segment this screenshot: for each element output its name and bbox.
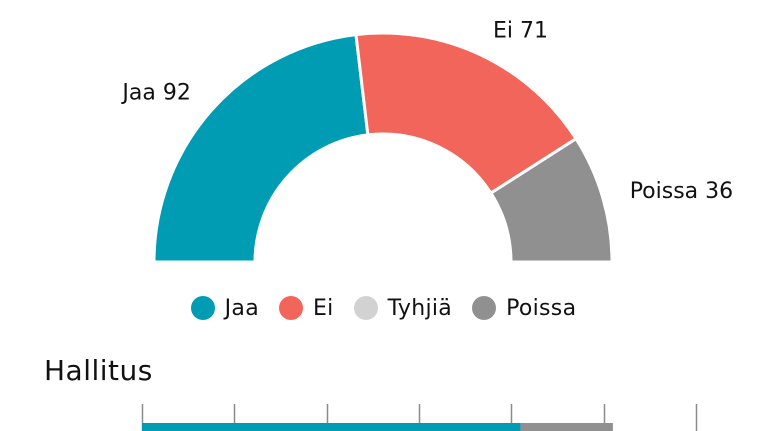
- legend-label: Poissa: [506, 295, 577, 321]
- bar-segment-jaa: [142, 423, 521, 431]
- legend-item-jaa: Jaa: [190, 295, 259, 321]
- hallitus-title: Hallitus: [44, 354, 153, 387]
- legend-item-poissa: Poissa: [472, 296, 576, 321]
- hallitus-bar-chart: [141, 404, 698, 431]
- legend-item-tyhjia: Tyhjiä: [353, 295, 453, 321]
- slice-ei: [354, 31, 579, 196]
- legend-swatch: [190, 296, 215, 320]
- chart-legend: Jaa Ei Tyhjiä Poissa: [0, 290, 767, 326]
- slice-label-poissa: Poissa 36: [630, 179, 733, 204]
- slice-label-ei: Ei 71: [493, 19, 548, 44]
- legend-swatch: [278, 296, 303, 320]
- legend-label: Ei: [312, 295, 334, 321]
- legend-label: Tyhjiä: [387, 295, 453, 321]
- slice-jaa: [152, 32, 370, 264]
- legend-item-ei: Ei: [278, 295, 334, 321]
- legend-swatch: [353, 296, 378, 320]
- bar-segment-poissa: [520, 423, 613, 431]
- slice-label-jaa: Jaa 92: [120, 80, 190, 105]
- legend-swatch: [472, 296, 497, 320]
- legend-label: Jaa: [224, 295, 259, 321]
- slice-poissa: [488, 136, 614, 264]
